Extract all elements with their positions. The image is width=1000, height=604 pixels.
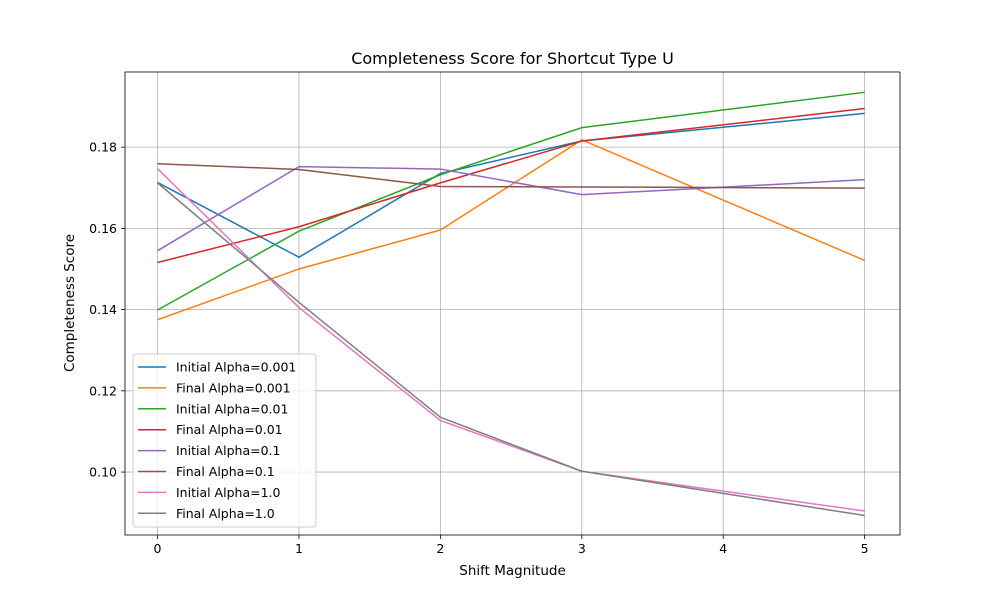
legend-label-2: Final Alpha=0.001 <box>176 380 291 395</box>
chart-title: Completeness Score for Shortcut Type U <box>351 49 674 68</box>
plot-frame <box>124 71 901 536</box>
x-tick-label: 5 <box>861 541 869 556</box>
series-line-4 <box>157 107 865 264</box>
y-tick-label: 0.18 <box>89 140 117 155</box>
series-line-8 <box>157 182 865 517</box>
x-tick-label: 0 <box>154 541 162 556</box>
series-line-7 <box>157 168 865 512</box>
axes: 0 1 2 3 4 5 0.10 0.12 0.14 0.16 0.18 <box>89 71 901 556</box>
legend-label-6: Final Alpha=0.1 <box>176 464 275 479</box>
legend-box <box>132 353 317 528</box>
x-axis-label: Shift Magnitude <box>459 563 566 579</box>
legend-label-1: Initial Alpha=0.001 <box>176 360 296 375</box>
series-line-5 <box>157 165 865 252</box>
series-line-6 <box>157 163 865 189</box>
y-tick-label: 0.12 <box>89 383 117 398</box>
series-lines <box>157 91 865 517</box>
legend: Initial Alpha=0.001 Final Alpha=0.001 Init… <box>132 353 317 528</box>
legend-label-5: Initial Alpha=0.1 <box>176 443 280 458</box>
legend-label-8: Final Alpha=1.0 <box>176 506 275 521</box>
series-line-1 <box>157 112 865 258</box>
x-tick-label: 4 <box>719 541 727 556</box>
y-axis-label: Completeness Score <box>62 234 78 372</box>
legend-label-3: Initial Alpha=0.01 <box>176 401 288 416</box>
x-tick-label: 1 <box>295 541 303 556</box>
series-line-3 <box>157 91 865 311</box>
y-tick-label: 0.16 <box>89 221 117 236</box>
legend-label-7: Initial Alpha=1.0 <box>176 485 281 500</box>
series-line-2 <box>157 139 865 321</box>
x-tick-label: 2 <box>436 541 444 556</box>
y-tick-label: 0.14 <box>89 302 117 317</box>
legend-label-4: Final Alpha=0.01 <box>176 422 283 437</box>
y-tick-label: 0.10 <box>89 465 117 480</box>
x-tick-label: 3 <box>578 541 586 556</box>
